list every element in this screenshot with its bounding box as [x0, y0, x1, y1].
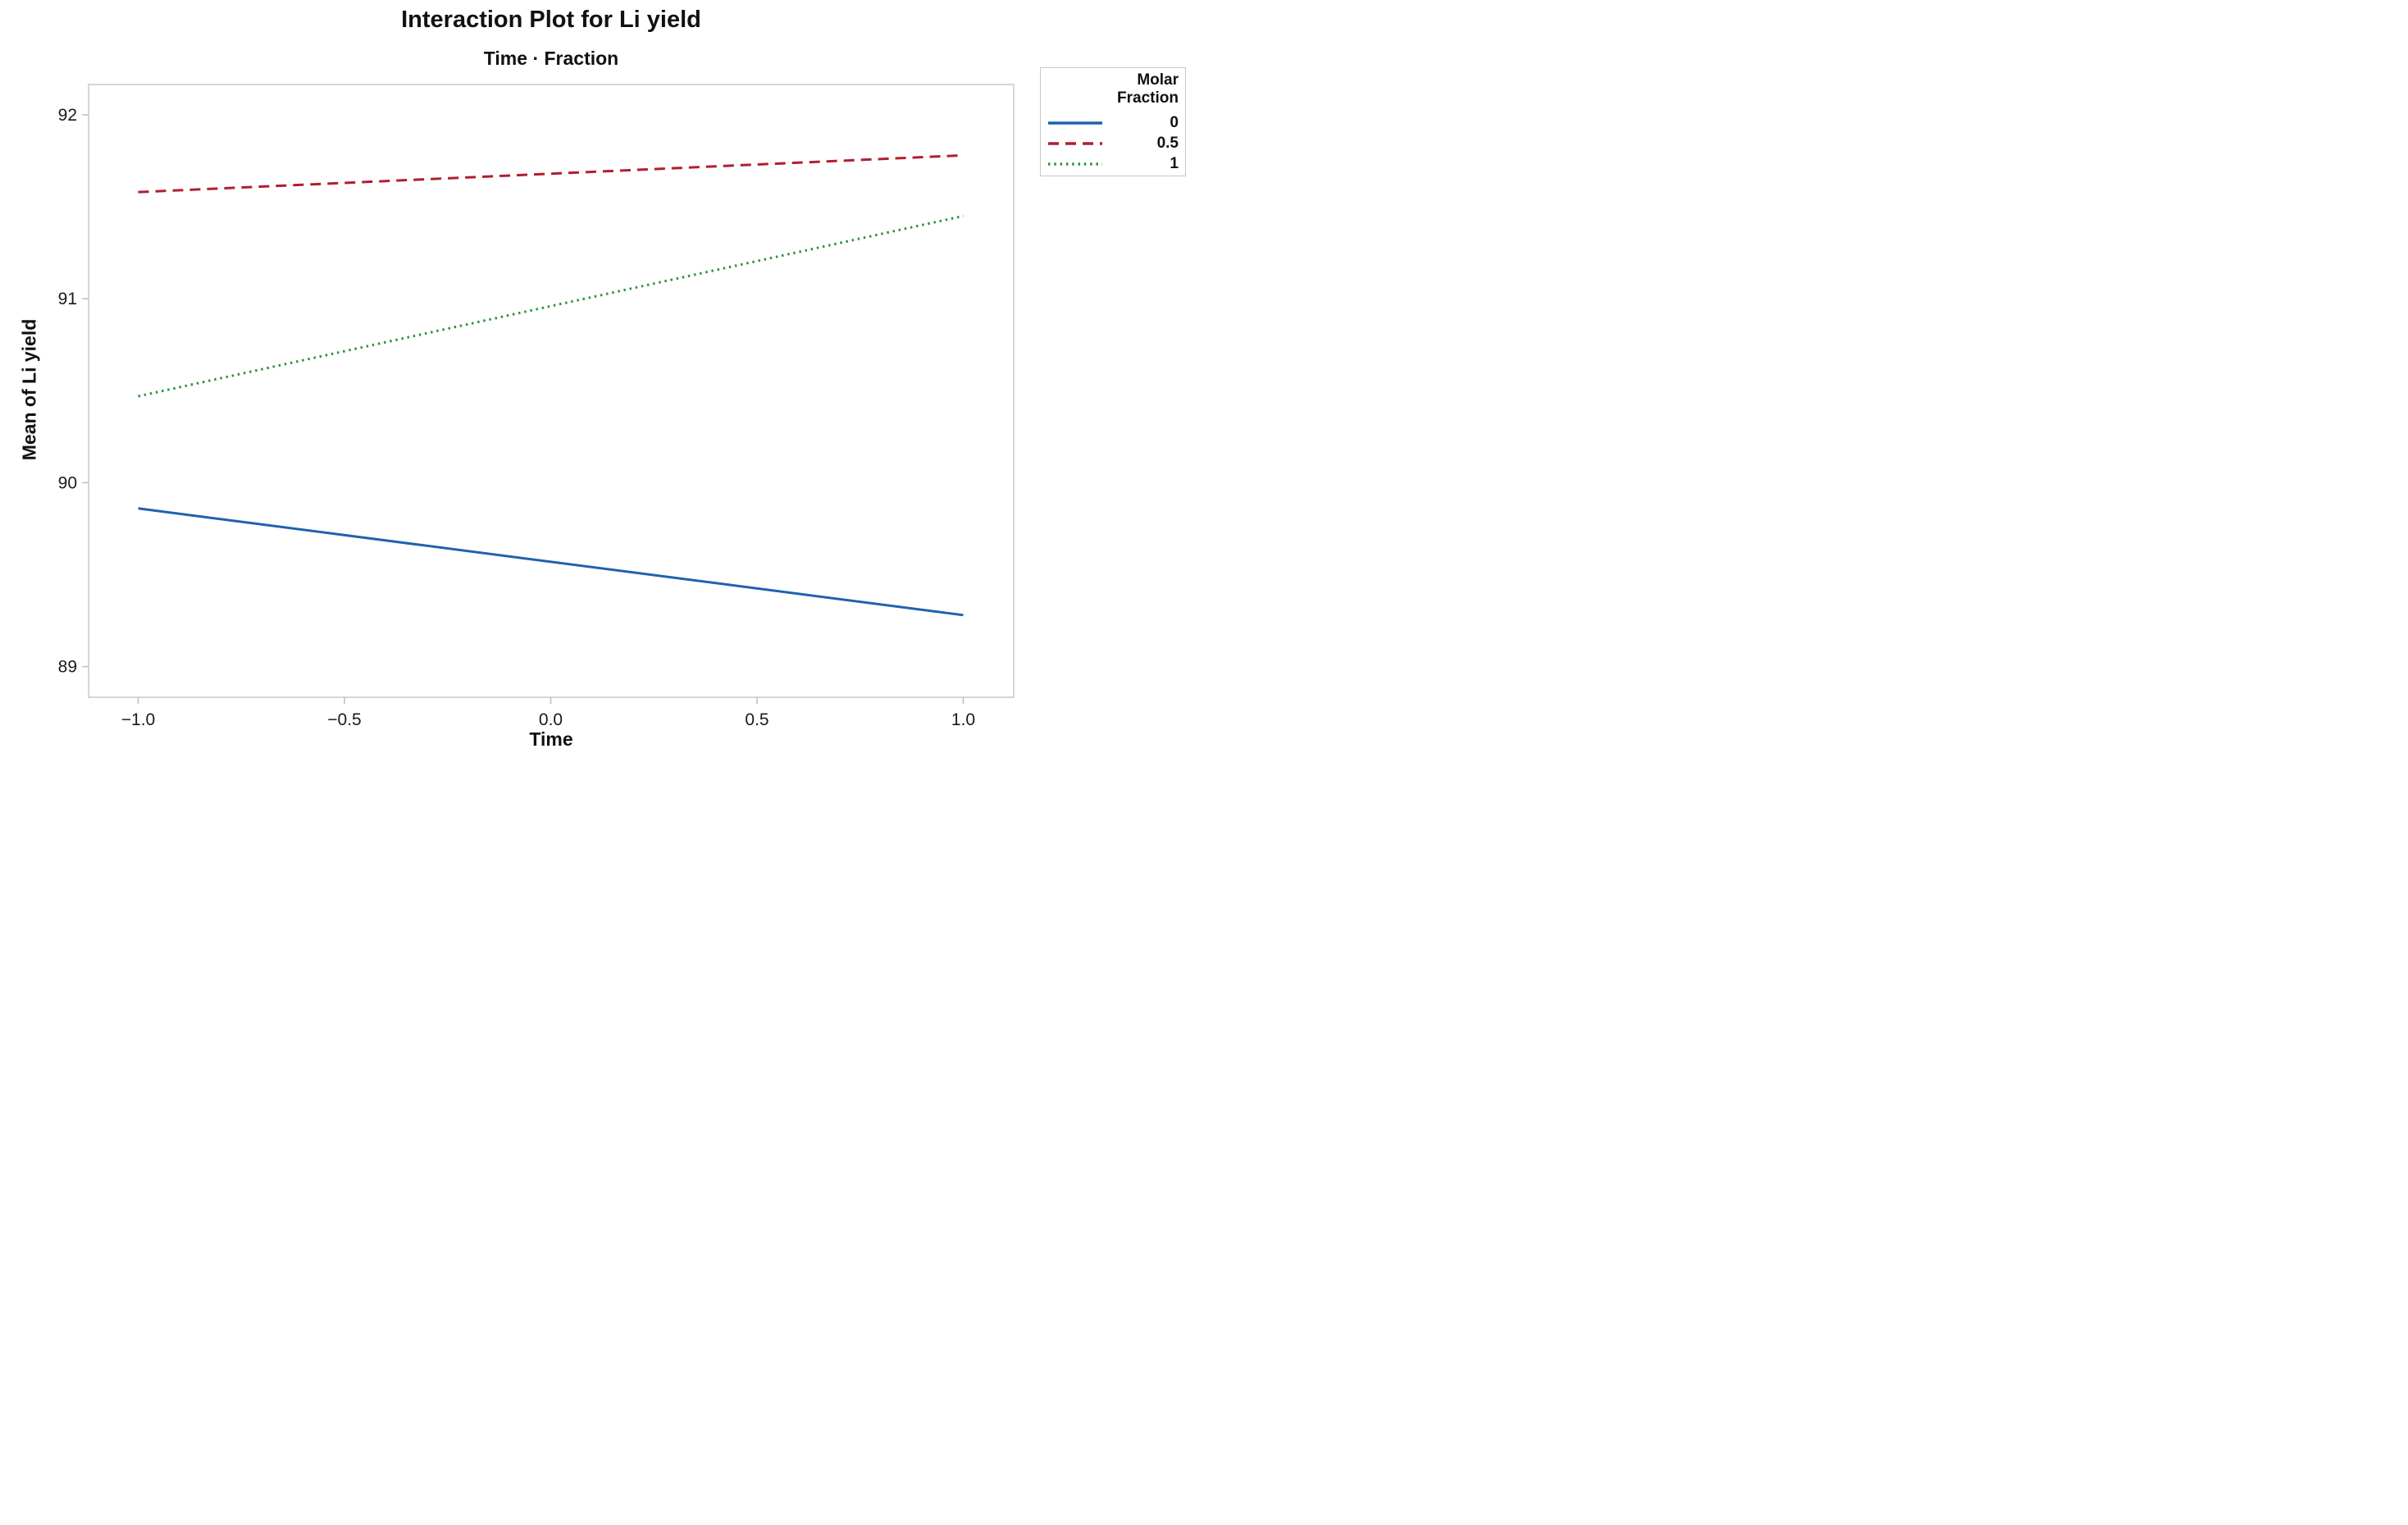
plot-canvas: 89 90 91 92 −1.0 −0.5 0.0 0.5 1.0: [58, 84, 1015, 729]
x-axis-title: Time: [529, 728, 573, 750]
legend: Molar Fraction 0 0.5 1: [1040, 67, 1186, 176]
legend-line-sample-dashed: [1048, 141, 1102, 145]
x-tick-label: 0.5: [745, 710, 768, 729]
x-tick-label: −1.0: [121, 710, 155, 729]
legend-entry-label: 0.5: [1156, 134, 1179, 152]
legend-row-1: 1: [1041, 153, 1185, 174]
y-tick-label: 92: [58, 106, 77, 125]
plot-border: [88, 84, 1015, 698]
series-line-0: [138, 507, 964, 617]
chart-subtitle: Time · Fraction: [483, 48, 619, 69]
y-tick-label: 91: [58, 290, 77, 308]
y-tick-label: 89: [58, 658, 77, 677]
legend-title-line-1: Molar: [1137, 71, 1179, 89]
legend-line-sample-solid: [1048, 121, 1102, 125]
legend-title-line-2: Fraction: [1117, 89, 1179, 107]
x-tick-label: 1.0: [951, 710, 975, 729]
y-tick-label: 90: [58, 473, 77, 492]
legend-row-0: 0: [1041, 112, 1185, 133]
series-line-0.5: [138, 153, 964, 194]
legend-entry-label: 0: [1170, 113, 1179, 131]
interaction-plot-figure: Interaction Plot for Li yield Time · Fra…: [0, 0, 1204, 763]
legend-title: Molar Fraction: [1041, 68, 1185, 107]
x-tick-label: −0.5: [327, 710, 361, 729]
legend-rows: 0 0.5 1: [1041, 112, 1185, 174]
legend-line-sample-dotted: [1048, 162, 1102, 166]
chart-title: Interaction Plot for Li yield: [401, 7, 701, 33]
x-tick-label: 0.0: [539, 710, 563, 729]
legend-row-0.5: 0.5: [1041, 133, 1185, 153]
series-line-1: [138, 214, 964, 398]
legend-entry-label: 1: [1170, 154, 1179, 172]
